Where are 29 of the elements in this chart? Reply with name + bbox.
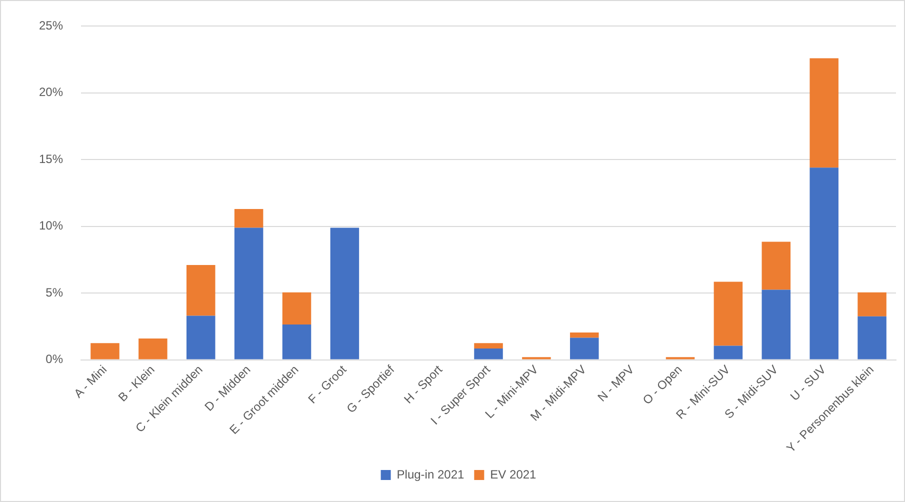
bar — [90, 343, 120, 360]
legend-label: EV 2021 — [490, 467, 537, 482]
bar — [762, 290, 791, 360]
bar — [570, 338, 599, 360]
bar — [714, 346, 743, 360]
bar — [234, 228, 264, 360]
bar — [282, 292, 312, 324]
y-tick-label: 25% — [38, 18, 64, 33]
bar — [810, 168, 838, 360]
bar — [570, 332, 599, 338]
y-tick-label: 0% — [46, 352, 64, 366]
bar — [330, 228, 360, 360]
y-tick-label: 5% — [46, 285, 64, 300]
y-tick-label: 15% — [38, 152, 64, 166]
bar — [474, 343, 503, 348]
bar — [858, 316, 886, 360]
bar — [234, 209, 264, 228]
bar — [858, 292, 886, 316]
bar — [474, 348, 503, 360]
bar — [186, 265, 216, 316]
y-tick-label: 20% — [38, 85, 64, 100]
bar — [138, 338, 168, 360]
bar — [762, 242, 791, 290]
bar — [714, 282, 743, 346]
y-tick-label: 10% — [38, 218, 64, 233]
bar — [282, 324, 312, 360]
legend-label: Plug-in 2021 — [396, 467, 464, 482]
bar — [810, 58, 838, 168]
bar — [186, 316, 216, 360]
